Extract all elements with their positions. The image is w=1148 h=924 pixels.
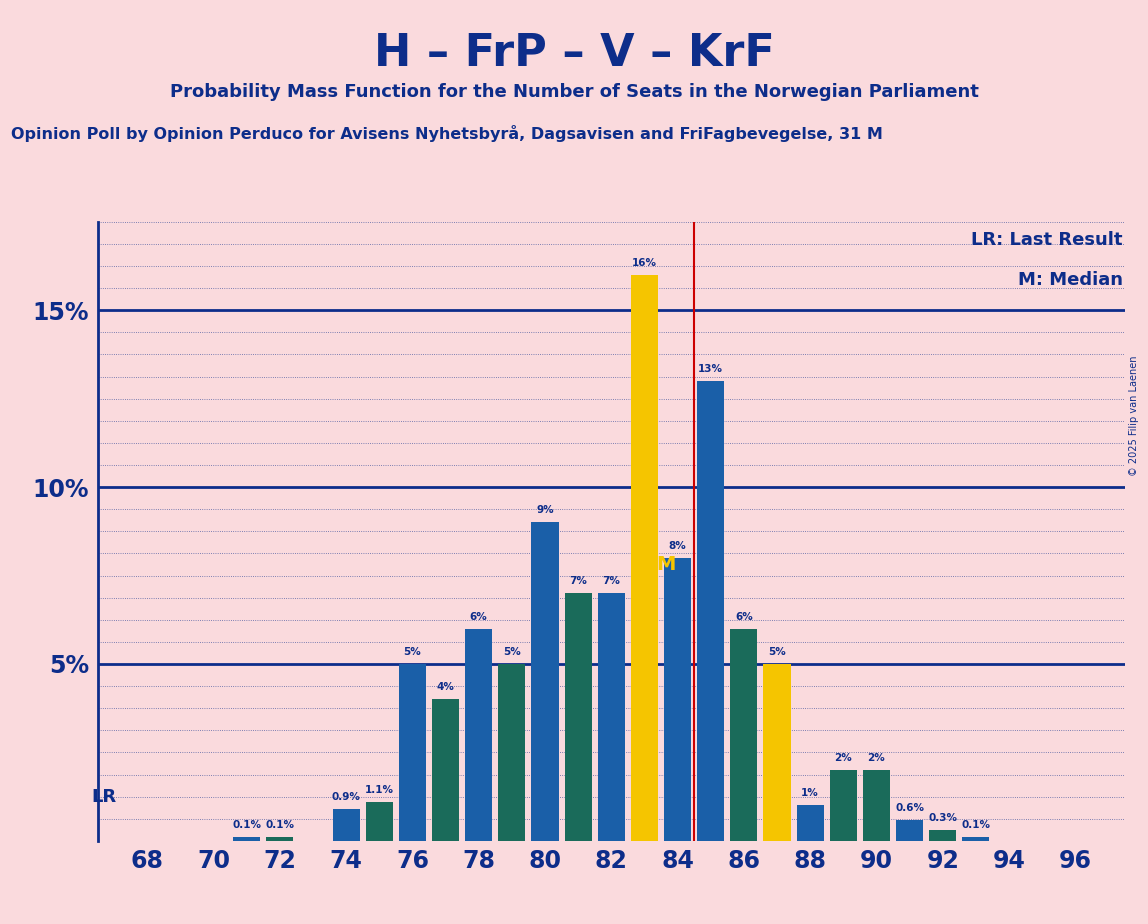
Text: 6%: 6% [735, 612, 753, 622]
Bar [532, 522, 559, 841]
Text: 0.3%: 0.3% [929, 813, 957, 823]
Bar [664, 558, 691, 841]
Text: Probability Mass Function for the Number of Seats in the Norwegian Parliament: Probability Mass Function for the Number… [170, 83, 978, 101]
Bar [565, 593, 591, 841]
Text: 0.1%: 0.1% [265, 821, 294, 831]
Text: LR: LR [91, 787, 116, 806]
Text: 13%: 13% [698, 364, 723, 374]
Text: 5%: 5% [404, 647, 421, 657]
Bar [929, 831, 956, 841]
Text: 16%: 16% [631, 258, 657, 268]
Bar [498, 664, 526, 841]
Bar [333, 809, 359, 841]
Bar [962, 837, 990, 841]
Bar [398, 664, 426, 841]
Bar [797, 806, 824, 841]
Text: 0.6%: 0.6% [895, 803, 924, 812]
Bar [863, 770, 890, 841]
Text: 2%: 2% [868, 753, 885, 763]
Text: 9%: 9% [536, 505, 553, 516]
Bar [730, 628, 758, 841]
Text: 4%: 4% [436, 682, 455, 692]
Bar [763, 664, 791, 841]
Text: M: Median: M: Median [1018, 272, 1123, 289]
Text: 7%: 7% [569, 577, 587, 586]
Bar [897, 820, 923, 841]
Bar [465, 628, 492, 841]
Bar [598, 593, 625, 841]
Text: H – FrP – V – KrF: H – FrP – V – KrF [373, 32, 775, 76]
Text: 0.1%: 0.1% [232, 821, 262, 831]
Bar [266, 837, 294, 841]
Bar [233, 837, 261, 841]
Bar [830, 770, 856, 841]
Text: M: M [656, 555, 675, 575]
Text: © 2025 Filip van Laenen: © 2025 Filip van Laenen [1128, 356, 1139, 476]
Bar [631, 274, 658, 841]
Text: 1%: 1% [801, 788, 819, 798]
Text: 7%: 7% [603, 577, 620, 586]
Bar [432, 699, 459, 841]
Text: 0.1%: 0.1% [961, 821, 991, 831]
Text: 0.9%: 0.9% [332, 792, 360, 802]
Bar [366, 802, 393, 841]
Text: 5%: 5% [503, 647, 521, 657]
Text: 6%: 6% [470, 612, 488, 622]
Text: 1.1%: 1.1% [365, 784, 394, 795]
Text: 8%: 8% [669, 541, 687, 551]
Bar [697, 381, 724, 841]
Text: 2%: 2% [835, 753, 852, 763]
Text: LR: Last Result: LR: Last Result [971, 231, 1123, 249]
Text: Opinion Poll by Opinion Perduco for Avisens Nyhetsbyrå, Dagsavisen and FriFagbev: Opinion Poll by Opinion Perduco for Avis… [11, 125, 883, 141]
Text: 5%: 5% [768, 647, 786, 657]
